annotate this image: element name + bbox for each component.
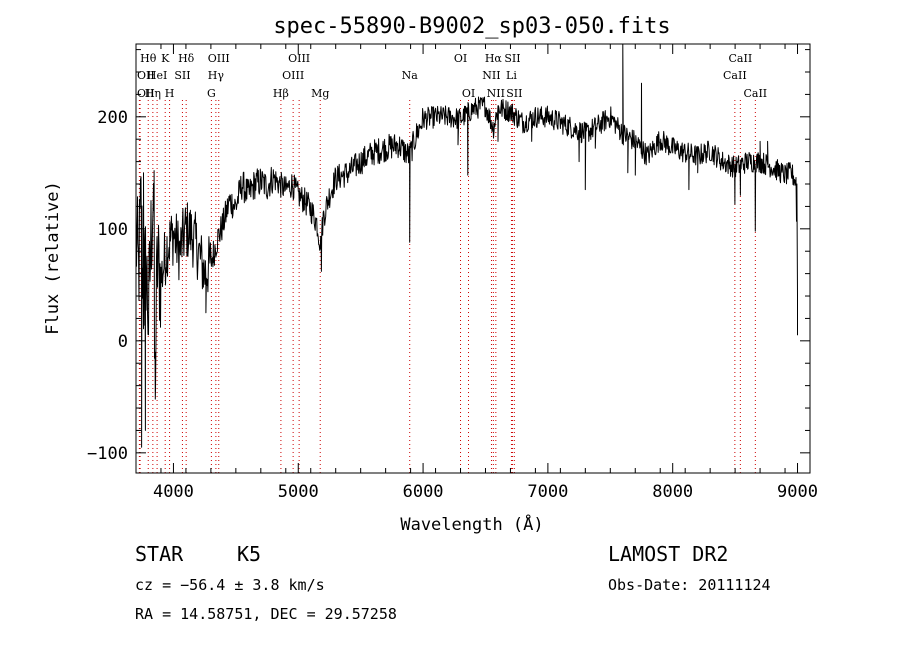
line-marker-label: OII <box>137 69 155 82</box>
line-marker-label: Hγ <box>208 69 225 82</box>
y-tick-label: 100 <box>97 220 128 240</box>
line-marker-label: G <box>207 87 216 100</box>
x-tick-label: 5000 <box>278 482 319 502</box>
object-class: STAR <box>135 542 184 566</box>
chart-title: spec-55890-B9002_sp03-050.fits <box>273 14 670 39</box>
line-marker-label: NII <box>487 87 505 100</box>
line-marker-label: OIII <box>208 52 230 65</box>
line-marker-label: CaII <box>743 87 767 100</box>
line-marker-label: SII <box>506 87 522 100</box>
line-marker-label: Hα <box>485 52 503 65</box>
line-marker-label: Na <box>402 69 419 82</box>
x-tick-label: 7000 <box>527 482 568 502</box>
line-marker-label: Li <box>506 69 517 82</box>
line-marker-label: HeI <box>147 69 167 82</box>
spectrum-line <box>135 43 798 448</box>
line-marker-label: OI <box>454 52 467 65</box>
line-marker-label: K <box>161 52 170 65</box>
line-marker-label: CaII <box>729 52 753 65</box>
x-tick-label: 4000 <box>153 482 194 502</box>
line-marker-label: CaII <box>723 69 747 82</box>
line-marker-label: H <box>165 87 175 100</box>
axis-ticks: 4000 5000 6000 7000 8000 9000 −100 0 100 200 <box>87 44 818 502</box>
obs-date-text: Obs-Date: 20111124 <box>608 576 771 594</box>
x-tick-label: 9000 <box>777 482 818 502</box>
x-tick-label: 8000 <box>652 482 693 502</box>
line-marker-label: SII <box>504 52 520 65</box>
survey-name: LAMOST DR2 <box>608 542 729 566</box>
line-marker-label: NII <box>482 69 500 82</box>
spectrum-series <box>135 43 798 448</box>
x-tick-label: 6000 <box>403 482 444 502</box>
line-marker-label: OIII <box>282 69 304 82</box>
coordinates-text: RA = 14.58751, DEC = 29.57258 <box>135 605 397 623</box>
line-marker-label: Hη <box>145 87 161 100</box>
redshift-text: cz = −56.4 ± 3.8 km/s <box>135 576 325 594</box>
line-marker-label: Hθ <box>140 52 157 65</box>
line-marker-label: OI <box>462 87 475 100</box>
line-markers: OII OII Hθ Hη HeI K H SII Hδ G Hγ OIII Hβ OIII OIII Mg N… <box>137 52 767 473</box>
line-marker-label: Mg <box>311 87 329 100</box>
line-marker-label: SII <box>174 69 190 82</box>
y-tick-label: 0 <box>118 332 128 352</box>
y-axis-label: Flux (relative) <box>43 181 63 335</box>
line-marker-label: OIII <box>288 52 310 65</box>
plot-frame <box>135 43 811 474</box>
object-subclass: K5 <box>237 542 262 566</box>
line-marker-label: Hβ <box>273 87 289 100</box>
y-tick-label: 200 <box>97 108 128 128</box>
line-marker-label: Hδ <box>178 52 195 65</box>
x-axis-label: Wavelength (Å) <box>400 513 543 535</box>
line-marker-label: OII <box>137 87 155 100</box>
y-tick-label: −100 <box>87 444 128 464</box>
